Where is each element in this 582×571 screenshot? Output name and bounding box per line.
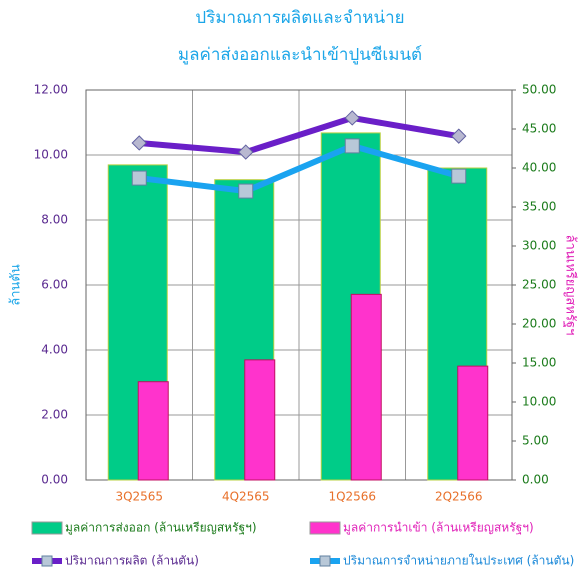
legend-swatch — [309, 521, 341, 535]
bar — [137, 381, 169, 481]
x-tick-label: 4Q2565 — [222, 490, 270, 504]
legend-label: มูลค่าการส่งออก (ล้านเหรียญสหรัฐฯ) — [65, 521, 257, 536]
legend-marker — [41, 555, 53, 567]
y2-tick-label: 10.00 — [522, 395, 556, 409]
bar — [457, 365, 489, 481]
legend-marker — [319, 555, 331, 567]
line — [138, 114, 460, 156]
legend-swatch — [31, 521, 63, 535]
y2-axis-label: ล้านเหรียญสหรัฐฯ — [563, 235, 579, 336]
y-axis-label: ล้านตัน — [9, 264, 24, 306]
y2-tick-label: 0.00 — [522, 473, 549, 487]
x-tick-label: 2Q2566 — [435, 490, 483, 504]
x-tick-label: 1Q2566 — [328, 490, 376, 504]
line — [138, 142, 460, 195]
marker — [238, 183, 254, 199]
marker — [451, 128, 467, 144]
y2-tick-label: 5.00 — [522, 434, 549, 448]
y2-tick-label: 35.00 — [522, 200, 556, 214]
y2-tick-label: 45.00 — [522, 122, 556, 136]
y2-tick-label: 15.00 — [522, 356, 556, 370]
legend-label: ปริมาณการจำหน่ายภายในประเทศ (ล้านตัน) — [343, 554, 574, 568]
marker — [344, 138, 360, 154]
y-tick-label: 2.00 — [41, 408, 68, 422]
y-tick-label: 0.00 — [41, 473, 68, 487]
y-tick-label: 4.00 — [41, 343, 68, 357]
y2-tick-label: 25.00 — [522, 278, 556, 292]
legend-label: ปริมาณการผลิต (ล้านตัน) — [65, 554, 199, 568]
y-tick-label: 10.00 — [34, 148, 68, 162]
y2-tick-label: 20.00 — [522, 317, 556, 331]
marker — [344, 110, 360, 126]
x-tick-label: 3Q2565 — [115, 490, 163, 504]
y2-tick-label: 30.00 — [522, 239, 556, 253]
y2-tick-label: 40.00 — [522, 161, 556, 175]
chart-subtitle: มูลค่าส่งออกและนำเข้าปูนซีเมนต์ — [178, 45, 422, 65]
marker — [131, 170, 147, 186]
y-tick-label: 12.00 — [34, 83, 68, 97]
marker — [131, 135, 147, 151]
bar — [350, 293, 382, 481]
plot-border — [85, 89, 513, 481]
y2-tick-label: 50.00 — [522, 83, 556, 97]
marker — [451, 168, 467, 184]
legend-label: มูลค่าการนำเข้า (ล้านเหรียญสหรัฐฯ) — [343, 521, 534, 536]
marker — [238, 144, 254, 160]
chart-title: ปริมาณการผลิตและจำหน่าย — [195, 8, 404, 28]
y-tick-label: 8.00 — [41, 213, 68, 227]
bar — [244, 359, 276, 481]
y-tick-label: 6.00 — [41, 278, 68, 292]
